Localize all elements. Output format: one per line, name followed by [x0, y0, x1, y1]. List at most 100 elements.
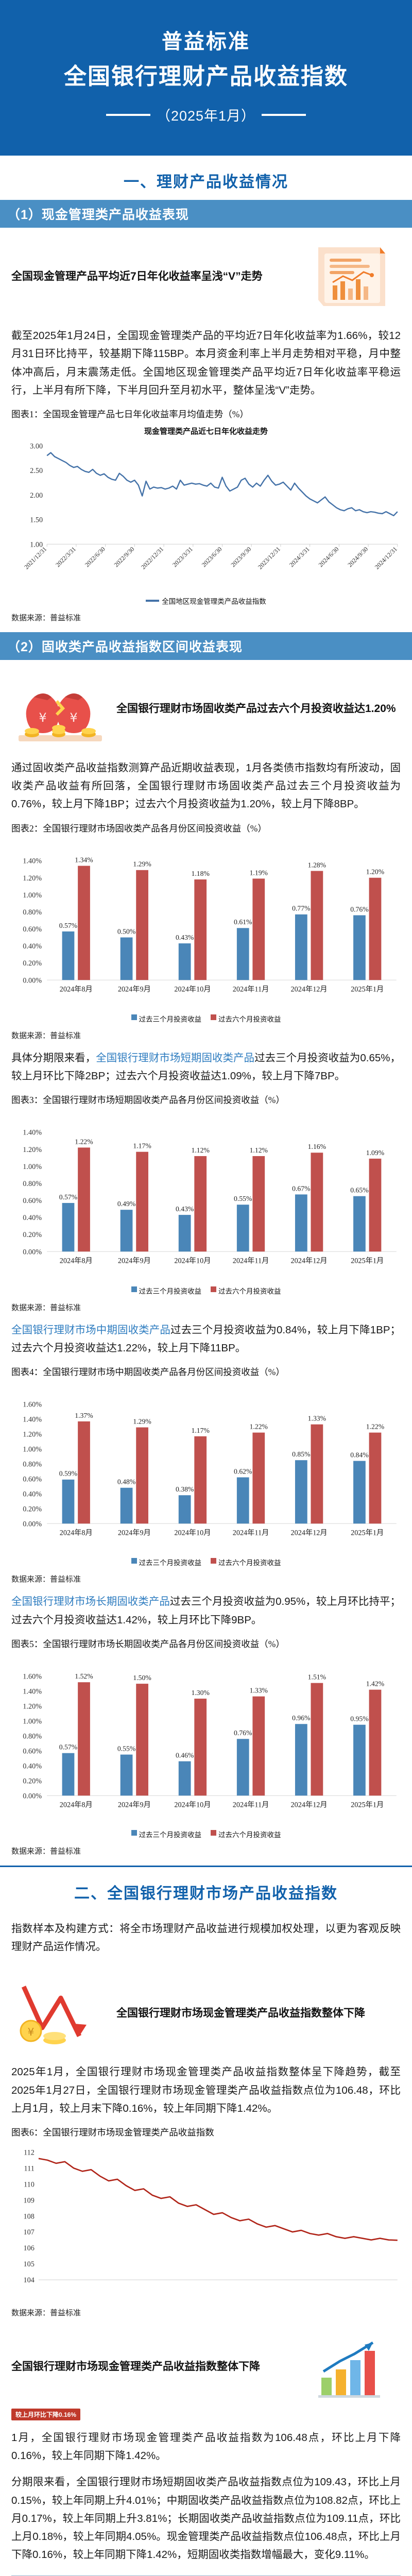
svg-text:0.00%: 0.00% [23, 1792, 42, 1800]
svg-text:2024年10月: 2024年10月 [174, 1800, 211, 1809]
svg-text:0.00%: 0.00% [23, 976, 42, 985]
svg-text:2024年9月: 2024年9月 [118, 1257, 151, 1265]
section-1-title: 一、理财产品收益情况 [124, 174, 288, 191]
figure-2-chart: 0.00% 0.20% 0.40% 0.60% 0.80% 1.00% 1.20% 1.40%… [0, 837, 412, 1028]
svg-text:3.00: 3.00 [30, 443, 43, 451]
mid-term-paragraph-wrap: 全国银行理财市场中期固收类产品过去三个月投资收益为0.84%，较上月下降1BP；… [0, 1321, 412, 1358]
svg-text:1.22%: 1.22% [75, 1138, 93, 1146]
svg-text:2024年8月: 2024年8月 [60, 1257, 93, 1265]
declining-chart-illustration: ¥ [11, 1974, 109, 2052]
svg-text:0.57%: 0.57% [59, 1743, 77, 1751]
svg-text:1.37%: 1.37% [75, 1412, 93, 1419]
svg-text:0.84%: 0.84% [350, 1451, 368, 1459]
svg-text:2025年1月: 2025年1月 [351, 985, 384, 993]
short-term-paragraph: 具体分期限来看，全国银行理财市场短期固收类产品过去三个月投资收益为0.65%，较… [11, 1049, 401, 1086]
svg-text:0.77%: 0.77% [292, 904, 310, 912]
figure-3-legend: 过去三个月投资收益 过去六个月投资收益 [7, 1285, 405, 1296]
svg-text:1.20%: 1.20% [23, 1146, 42, 1154]
figure-4-plot: 0.00% 0.20% 0.40% 0.60% 0.80% 1.00% 1.20% 1.40%… [23, 1401, 397, 1537]
figure-1-chart: 现金管理类产品近七日年化收益走势 1.00 1.50 2.00 2.50 3.00 202… [0, 422, 412, 610]
section-1-header: 一、理财产品收益情况 [0, 156, 412, 200]
figure-5-legend-series-1: 过去三个月投资收益 [139, 1831, 202, 1839]
badge-row: 较上月环比下降0.16% [0, 2408, 412, 2420]
svg-text:0.59%: 0.59% [59, 1470, 77, 1478]
figure-1-legend: 全国地区现金管理类产品收益指数 [7, 596, 405, 606]
figure-1-chart-title: 现金管理类产品近七日年化收益走势 [144, 428, 268, 436]
svg-text:0.57%: 0.57% [59, 921, 77, 929]
svg-text:111: 111 [24, 2165, 35, 2173]
svg-text:2025年1月: 2025年1月 [351, 1257, 384, 1265]
figure-5-source: 数据来源：普益标准 [11, 1847, 81, 1856]
svg-text:1.40%: 1.40% [23, 1687, 42, 1696]
svg-text:2024/3/31: 2024/3/31 [288, 546, 311, 569]
svg-text:2024年11月: 2024年11月 [233, 985, 269, 993]
svg-text:2023/12/31: 2023/12/31 [256, 546, 282, 571]
svg-text:1.40%: 1.40% [23, 1129, 42, 1137]
svg-text:2024年9月: 2024年9月 [118, 985, 151, 993]
svg-text:1.12%: 1.12% [191, 1146, 209, 1154]
svg-text:1.42%: 1.42% [366, 1680, 384, 1687]
svg-text:0.80%: 0.80% [23, 1180, 42, 1188]
svg-text:0.60%: 0.60% [23, 1476, 42, 1484]
long-term-highlight: 全国银行理财市场长期固收类产品 [11, 1596, 170, 1608]
svg-text:0.20%: 0.20% [23, 1505, 42, 1513]
index-summary-table-wrap: 指数名称 近一个月 近三个月 近六个月 现金管理类产品收益指数0.13%0.41… [0, 2572, 412, 2576]
svg-text:2024年8月: 2024年8月 [60, 985, 93, 993]
svg-text:0.65%: 0.65% [350, 1187, 368, 1194]
figure-2-legend-series-2: 过去六个月投资收益 [218, 1015, 281, 1023]
svg-text:2024年11月: 2024年11月 [233, 1800, 269, 1809]
svg-text:2022/9/30: 2022/9/30 [113, 546, 136, 569]
svg-text:0.20%: 0.20% [23, 1231, 42, 1240]
svg-text:0.20%: 0.20% [23, 1777, 42, 1785]
region-paragraph-wrap: 1月，全国银行理财市场现金管理类产品收益指数为106.48点，环比上月下降0.1… [0, 2429, 412, 2564]
figure-1-caption: 图表1：全国现金管理产品七日年化收益率月均值走势（%） [11, 409, 249, 420]
index-decline-lead: 全国银行理财市场现金管理类产品收益指数整体下降 [11, 2361, 260, 2373]
svg-text:0.00%: 0.00% [23, 1248, 42, 1257]
section-divider [0, 1865, 412, 1867]
report-period: （2025年1月） [156, 108, 256, 124]
svg-text:1.33%: 1.33% [250, 1686, 268, 1694]
svg-text:0.60%: 0.60% [23, 1197, 42, 1205]
svg-text:1.17%: 1.17% [191, 1427, 209, 1434]
svg-text:¥: ¥ [70, 710, 77, 725]
figure-2-legend-series-1: 过去三个月投资收益 [139, 1015, 202, 1023]
svg-text:109: 109 [23, 2197, 34, 2205]
long-term-paragraph: 全国银行理财市场长期固收类产品过去三个月投资收益为0.95%，较上月环比持平；过… [11, 1592, 401, 1629]
figure-4-source: 数据来源：普益标准 [11, 1575, 81, 1584]
svg-text:0.60%: 0.60% [23, 1747, 42, 1755]
svg-text:1.00%: 1.00% [23, 1446, 42, 1454]
svg-text:2024年10月: 2024年10月 [174, 1257, 211, 1265]
svg-text:1.52%: 1.52% [75, 1672, 93, 1680]
figure-1-source: 数据来源：普益标准 [11, 614, 81, 622]
figure-2-plot: 0.00% 0.20% 0.40% 0.60% 0.80% 1.00% 1.20% 1.40%… [23, 856, 397, 993]
divider-right [262, 113, 306, 116]
figure-4-legend-series-1: 过去三个月投资收益 [139, 1559, 202, 1567]
svg-text:105: 105 [23, 2260, 34, 2268]
cover-date-row: （2025年1月） [21, 105, 391, 125]
figure-2-legend: 过去三个月投资收益 过去六个月投资收益 [7, 1013, 405, 1024]
svg-text:1.28%: 1.28% [308, 861, 326, 869]
cash-index-paragraph-wrap: 2025年1月，全国银行理财市场现金管理类产品收益指数整体呈下降趋势，截至202… [0, 2063, 412, 2117]
svg-text:2022/6/30: 2022/6/30 [83, 546, 107, 569]
cash-index-lead: 全国银行理财市场现金管理类产品收益指数整体下降 [116, 2007, 365, 2019]
svg-text:1.50%: 1.50% [133, 1674, 151, 1682]
svg-text:1.19%: 1.19% [250, 869, 268, 876]
svg-text:0.40%: 0.40% [23, 1490, 42, 1498]
svg-text:0.20%: 0.20% [23, 959, 42, 968]
figure-6-source: 数据来源：普益标准 [11, 2309, 81, 2317]
subsection-1-1-heading: （1）现金管理类产品收益表现 [0, 200, 412, 228]
svg-text:2022/3/31: 2022/3/31 [54, 546, 77, 569]
figure-5-chart: 0.00% 0.20% 0.40% 0.60% 0.80% 1.00% 1.20% 1.40%… [0, 1652, 412, 1843]
money-bags-illustration: ¥ ¥ [11, 670, 109, 748]
svg-text:1.29%: 1.29% [133, 860, 151, 868]
divider-left [106, 113, 150, 116]
short-term-prefix: 具体分期限来看， [11, 1052, 96, 1064]
svg-text:108: 108 [23, 2212, 34, 2221]
svg-text:0.80%: 0.80% [23, 1732, 42, 1740]
short-term-paragraph-wrap: 具体分期限来看，全国银行理财市场短期固收类产品过去三个月投资收益为0.65%，较… [0, 1049, 412, 1086]
section-2-header: 二、全国银行理财市场产品收益指数 [0, 1867, 412, 1911]
fixed-income-paragraph-wrap: 通过固收类产品收益指数测算产品近期收益表现，1月各类债市指数均有所波动，固收类产… [0, 759, 412, 814]
svg-text:0.48%: 0.48% [117, 1478, 135, 1486]
figure-4-caption: 图表4：全国银行理财市场中期固收类产品各月份区间投资收益（%） [11, 1367, 285, 1378]
